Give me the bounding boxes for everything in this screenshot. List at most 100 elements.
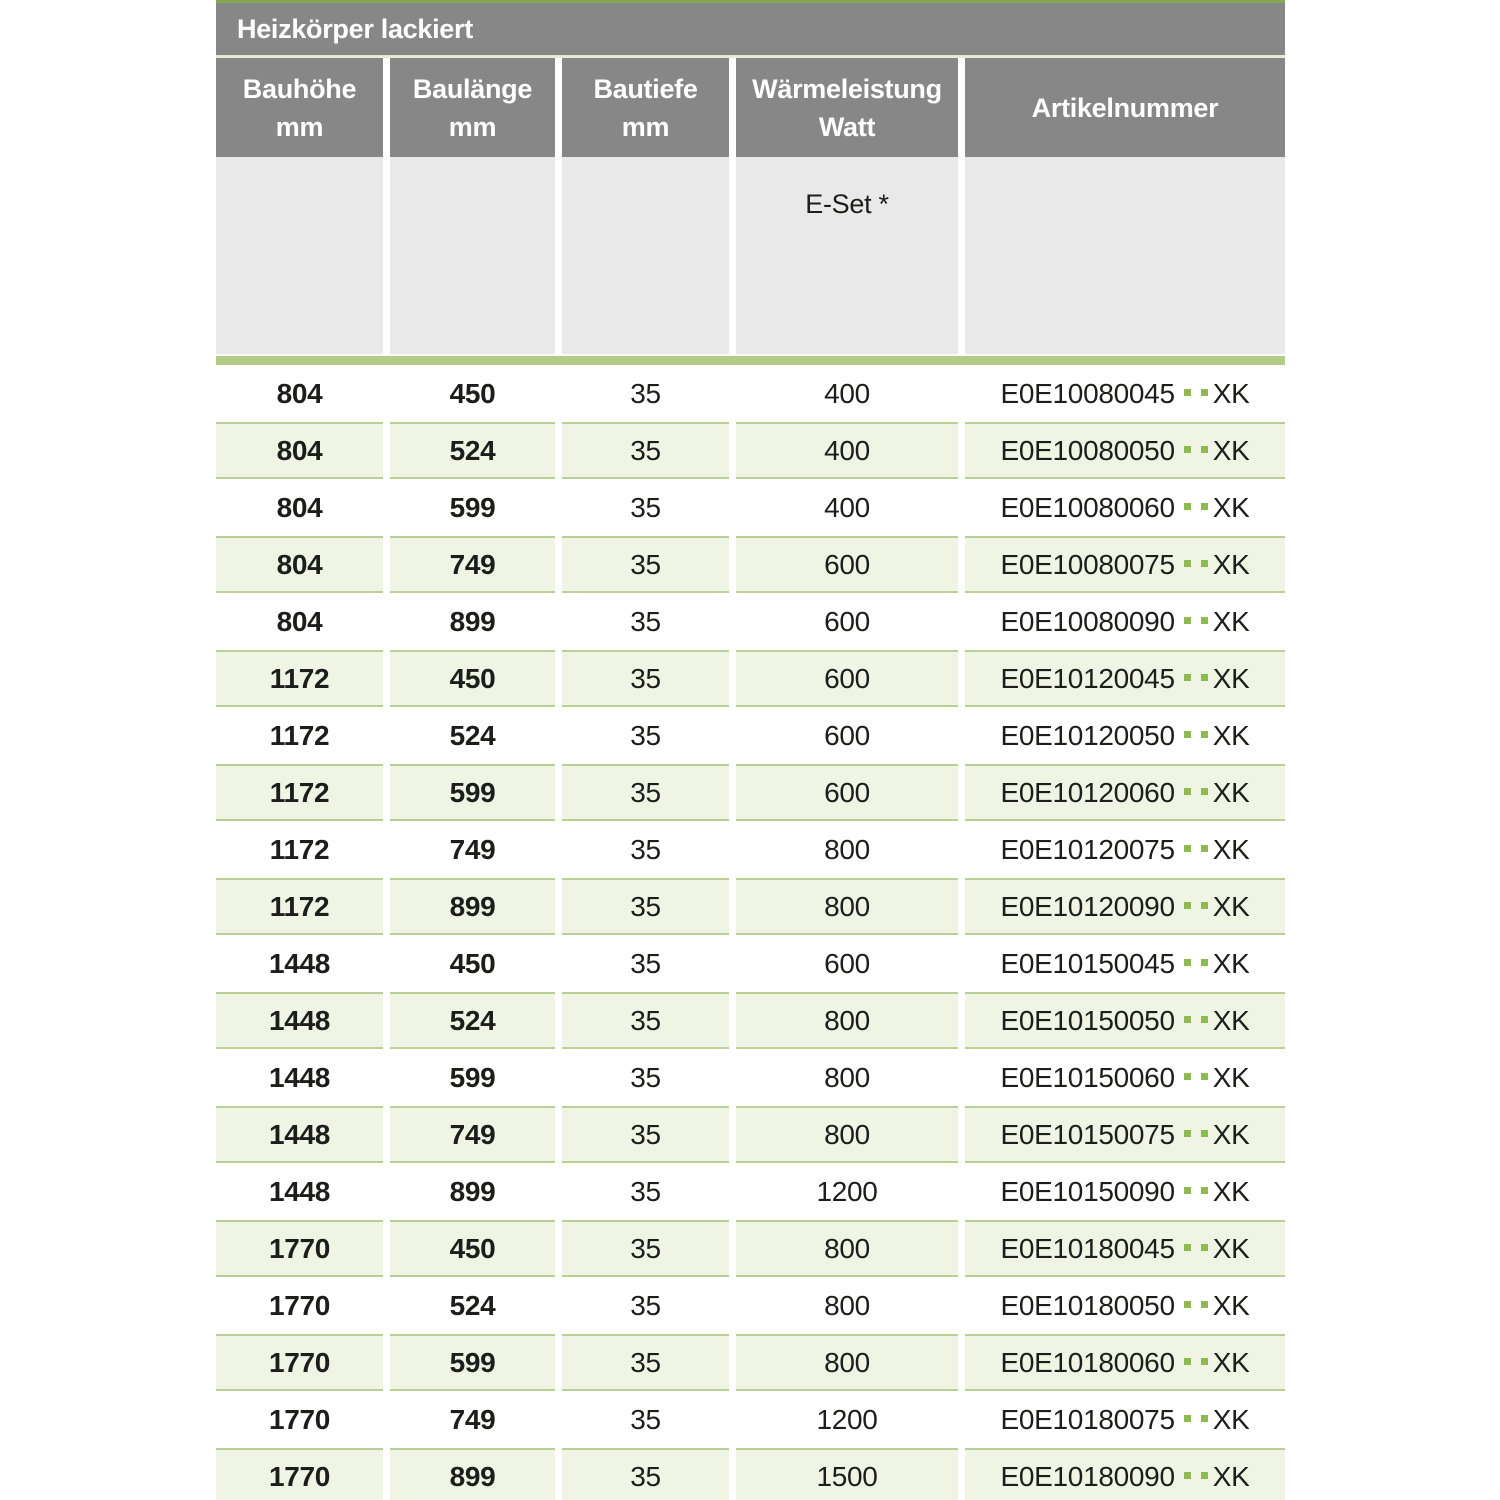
cell-bautiefe: 35 — [562, 1220, 729, 1277]
article-number-suffix: XK — [1212, 605, 1250, 637]
cell-baulaenge: 599 — [390, 1334, 555, 1391]
green-dot-icon — [1183, 560, 1191, 567]
cell-bauhoehe: 804 — [216, 479, 383, 536]
article-number-base: E0E10150090 — [1000, 1175, 1176, 1207]
cell-baulaenge: 524 — [390, 1277, 555, 1334]
article-number-suffix: XK — [1212, 947, 1250, 979]
column-header-row: Bauhöhe mm Baulänge mm Bautiefe mm Wärmeleistu… — [216, 58, 1285, 157]
article-number-base: E0E10120060 — [1000, 776, 1176, 808]
green-dot-icon — [1183, 959, 1191, 966]
table-row: 1770 749 35 1200 E0E10180075 XK — [216, 1391, 1285, 1448]
subheader-cell — [390, 157, 555, 354]
green-dot-icon — [1200, 1358, 1208, 1365]
cell-artikelnummer: E0E10120060 XK — [965, 764, 1285, 821]
table-row: 1172 450 35 600 E0E10120045 XK — [216, 650, 1285, 707]
cell-watt: 600 — [736, 536, 958, 593]
cell-artikelnummer: E0E10180090 XK — [965, 1448, 1285, 1500]
green-dot-icon — [1200, 446, 1208, 453]
cell-bautiefe: 35 — [562, 1448, 729, 1500]
cell-baulaenge: 749 — [390, 1391, 555, 1448]
green-dot-icon — [1183, 845, 1191, 852]
cell-bauhoehe: 804 — [216, 536, 383, 593]
article-number-base: E0E10120090 — [1000, 890, 1176, 922]
cell-artikelnummer: E0E10120090 XK — [965, 878, 1285, 935]
article-number-suffix: XK — [1212, 1232, 1250, 1264]
cell-bautiefe: 35 — [562, 536, 729, 593]
cell-baulaenge: 524 — [390, 422, 555, 479]
cell-watt: 800 — [736, 1334, 958, 1391]
cell-bautiefe: 35 — [562, 1049, 729, 1106]
green-dot-icon — [1183, 674, 1191, 681]
article-number-suffix: XK — [1212, 1289, 1250, 1321]
cell-bautiefe: 35 — [562, 1163, 729, 1220]
cell-bautiefe: 35 — [562, 479, 729, 536]
table-row: 1172 599 35 600 E0E10120060 XK — [216, 764, 1285, 821]
table-row: 804 899 35 600 E0E10080090 XK — [216, 593, 1285, 650]
subheader-row: E-Set * — [216, 157, 1285, 354]
table-row: 1448 599 35 800 E0E10150060 XK — [216, 1049, 1285, 1106]
cell-bauhoehe: 1448 — [216, 992, 383, 1049]
article-number-suffix: XK — [1212, 662, 1250, 694]
green-dot-icon — [1200, 560, 1208, 567]
table-row: 1172 749 35 800 E0E10120075 XK — [216, 821, 1285, 878]
article-number-base: E0E10080050 — [1000, 434, 1176, 466]
cell-baulaenge: 899 — [390, 878, 555, 935]
green-dot-icon — [1183, 1358, 1191, 1365]
cell-artikelnummer: E0E10080060 XK — [965, 479, 1285, 536]
column-header-unit: Watt — [818, 111, 876, 142]
table-row: 1770 599 35 800 E0E10180060 XK — [216, 1334, 1285, 1391]
article-number-base: E0E10150050 — [1000, 1004, 1176, 1036]
subheader-cell — [216, 157, 383, 354]
article-number-suffix: XK — [1212, 1346, 1250, 1378]
cell-bauhoehe: 1448 — [216, 1106, 383, 1163]
column-header-w-rmeleistung: Wärmeleistung Watt — [736, 58, 958, 157]
cell-bauhoehe: 804 — [216, 422, 383, 479]
article-number-suffix: XK — [1212, 1175, 1250, 1207]
column-header-unit: mm — [448, 111, 497, 142]
article-number-base: E0E10080060 — [1000, 491, 1176, 523]
cell-bautiefe: 35 — [562, 650, 729, 707]
column-header-artikelnummer: Artikelnummer — [965, 58, 1285, 157]
cell-watt: 400 — [736, 422, 958, 479]
article-number-suffix: XK — [1212, 1403, 1250, 1435]
green-dot-icon — [1200, 674, 1208, 681]
green-dot-icon — [1200, 1187, 1208, 1194]
cell-bauhoehe: 1172 — [216, 878, 383, 935]
table-row: 804 524 35 400 E0E10080050 XK — [216, 422, 1285, 479]
cell-bauhoehe: 1448 — [216, 1163, 383, 1220]
product-table: Heizkörper lackiert Bauhöhe mm Baulänge mm B… — [216, 0, 1285, 1500]
green-dot-icon — [1200, 1244, 1208, 1251]
cell-bauhoehe: 1172 — [216, 707, 383, 764]
article-number-suffix: XK — [1212, 890, 1250, 922]
cell-artikelnummer: E0E10120075 XK — [965, 821, 1285, 878]
cell-bautiefe: 35 — [562, 365, 729, 422]
cell-watt: 800 — [736, 1106, 958, 1163]
subheader-cell-eset: E-Set * — [736, 157, 958, 354]
green-dot-icon — [1183, 1073, 1191, 1080]
cell-bauhoehe: 1172 — [216, 650, 383, 707]
green-dot-icon — [1200, 845, 1208, 852]
header-data-divider — [216, 356, 1285, 365]
green-dot-icon — [1183, 617, 1191, 624]
cell-baulaenge: 899 — [390, 1163, 555, 1220]
cell-watt: 800 — [736, 992, 958, 1049]
cell-baulaenge: 524 — [390, 992, 555, 1049]
green-dot-icon — [1183, 389, 1191, 396]
column-header-bautiefe: Bautiefe mm — [562, 58, 729, 157]
cell-bautiefe: 35 — [562, 593, 729, 650]
table-row: 1770 450 35 800 E0E10180045 XK — [216, 1220, 1285, 1277]
cell-watt: 1500 — [736, 1448, 958, 1500]
article-number-base: E0E10120050 — [1000, 719, 1176, 751]
article-number-suffix: XK — [1212, 1004, 1250, 1036]
table-row: 1770 524 35 800 E0E10180050 XK — [216, 1277, 1285, 1334]
table-row: 1448 749 35 800 E0E10150075 XK — [216, 1106, 1285, 1163]
green-dot-icon — [1183, 1301, 1191, 1308]
green-dot-icon — [1200, 788, 1208, 795]
column-header-bauh-he: Bauhöhe mm — [216, 58, 383, 157]
cell-watt: 400 — [736, 479, 958, 536]
cell-baulaenge: 450 — [390, 1220, 555, 1277]
cell-bauhoehe: 1448 — [216, 935, 383, 992]
table-row: 1448 899 35 1200 E0E10150090 XK — [216, 1163, 1285, 1220]
green-dot-icon — [1200, 1016, 1208, 1023]
cell-watt: 800 — [736, 821, 958, 878]
